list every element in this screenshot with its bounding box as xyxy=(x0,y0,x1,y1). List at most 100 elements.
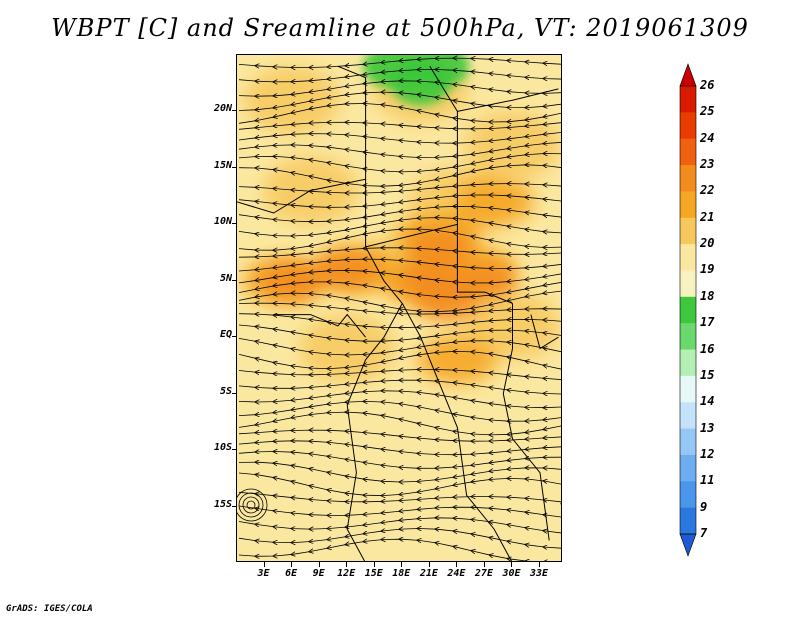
lon-tick-mark xyxy=(346,562,348,567)
colorbar-label: 26 xyxy=(700,78,715,92)
streamline-vortex xyxy=(246,500,256,510)
colorbar-segment xyxy=(680,428,696,456)
colorbar-frame xyxy=(679,85,697,535)
colorbar-segment xyxy=(680,481,696,509)
colorbar-label: 23 xyxy=(700,157,715,172)
lon-tick-label: 15E xyxy=(364,568,383,579)
colorbar-segment xyxy=(680,191,696,219)
country-border xyxy=(365,179,403,338)
lon-tick-label: 30E xyxy=(502,568,521,579)
lon-tick-mark xyxy=(401,562,403,567)
streamline xyxy=(238,539,561,561)
lat-tick-label: 10S xyxy=(213,442,232,454)
colorbar-segment xyxy=(680,270,696,298)
colorbar-label: 12 xyxy=(700,446,715,461)
colorbar-top-arrow xyxy=(679,63,697,87)
lat-tick-mark xyxy=(232,110,237,112)
colorbar-label: 14 xyxy=(700,394,715,409)
country-border xyxy=(346,336,385,561)
lat-tick-mark xyxy=(232,505,237,507)
lat-tick-label: 20N xyxy=(213,103,232,115)
colorbar-segment xyxy=(680,217,696,245)
country-border xyxy=(457,88,559,112)
lat-tick-label: EQ xyxy=(219,329,232,341)
lat-tick-label: 15S xyxy=(213,498,232,510)
colorbar-segment xyxy=(680,323,696,351)
lat-tick-label: 10N xyxy=(213,216,232,228)
country-border xyxy=(401,303,512,561)
colorbar-segment xyxy=(680,349,696,377)
streamline-vortex xyxy=(242,496,260,514)
streamline xyxy=(238,259,561,271)
wbpt-streamline-map xyxy=(237,55,561,561)
lon-tick-mark xyxy=(539,562,541,567)
lon-tick-mark xyxy=(373,562,375,567)
streamlines xyxy=(237,58,561,561)
lon-tick-label: 6E xyxy=(285,568,298,579)
lon-tick-label: 21E xyxy=(419,568,438,579)
country-border xyxy=(273,313,366,338)
lon-tick-mark xyxy=(483,562,485,567)
lat-tick-mark xyxy=(232,223,237,225)
colorbar-label: 20 xyxy=(700,236,715,251)
colorbar-segment xyxy=(680,454,696,482)
colorbar-label: 9 xyxy=(700,499,708,514)
colorbar-segment xyxy=(680,165,696,192)
streamline xyxy=(238,351,561,369)
lon-tick-label: 12E xyxy=(337,568,356,579)
colorbar-segment xyxy=(680,244,696,271)
colorbar xyxy=(679,63,697,557)
lat-tick-mark xyxy=(232,279,237,281)
lon-tick-mark xyxy=(456,562,458,567)
lon-tick-label: 27E xyxy=(474,568,493,579)
colorbar-segment xyxy=(680,507,696,535)
colorbar-segment xyxy=(680,86,696,113)
country-border xyxy=(237,65,367,214)
plot-title: WBPT [C] and Sreamline at 500hPa, VT: 20… xyxy=(51,14,749,42)
colorbar-label: 15 xyxy=(700,367,715,382)
country-border xyxy=(365,66,458,248)
colorbar-label: 22 xyxy=(700,183,715,198)
country-borders xyxy=(237,65,559,561)
lat-tick-label: 15N xyxy=(213,159,232,171)
colorbar-label: 11 xyxy=(700,473,715,488)
colorbar-label: 19 xyxy=(700,262,715,277)
streamline xyxy=(238,492,561,502)
colorbar-segment xyxy=(680,112,696,140)
colorbar-label: 17 xyxy=(700,315,715,330)
colorbar-segment xyxy=(680,375,696,403)
streamline xyxy=(238,184,561,193)
colorbar-label: 24 xyxy=(700,130,715,145)
lon-tick-label: 3E xyxy=(257,568,270,579)
lon-tick-label: 9E xyxy=(312,568,325,579)
country-border xyxy=(456,224,513,304)
lon-tick-mark xyxy=(511,562,513,567)
lat-tick-label: 5N xyxy=(219,272,232,284)
streamline xyxy=(238,122,561,129)
lat-tick-mark xyxy=(232,336,237,338)
colorbar-label: 7 xyxy=(700,526,708,540)
lon-tick-mark xyxy=(428,562,430,567)
colorbar-label: 13 xyxy=(700,420,715,435)
streamline xyxy=(238,248,561,257)
colorbar-label: 18 xyxy=(700,288,715,303)
map-frame xyxy=(236,54,562,562)
colorbar-segment xyxy=(680,402,696,430)
lat-tick-mark xyxy=(232,166,237,168)
wbpt-blob xyxy=(244,66,341,135)
country-border xyxy=(530,314,559,350)
streamline xyxy=(238,506,561,517)
lat-tick-label: 5S xyxy=(219,385,232,397)
colorbar-label: 16 xyxy=(700,341,715,356)
lon-tick-mark xyxy=(291,562,293,567)
colorbar-label: 25 xyxy=(700,104,715,119)
lat-tick-mark xyxy=(232,392,237,394)
country-border xyxy=(502,303,550,541)
lon-tick-mark xyxy=(263,562,265,567)
lon-tick-label: 33E xyxy=(530,568,549,579)
streamline-vortex xyxy=(238,492,264,518)
lon-tick-label: 24E xyxy=(447,568,466,579)
lat-tick-mark xyxy=(232,449,237,451)
colorbar-label: 21 xyxy=(700,209,715,224)
lon-tick-label: 18E xyxy=(392,568,411,579)
